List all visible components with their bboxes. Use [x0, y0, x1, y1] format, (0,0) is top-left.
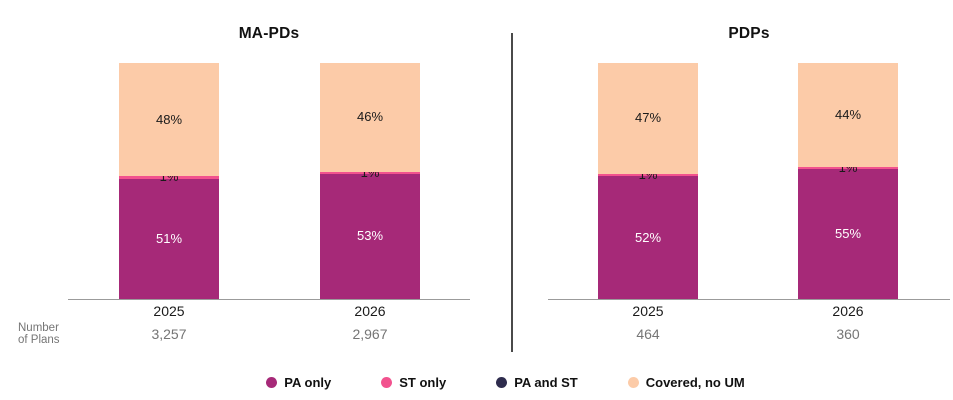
legend-label: PA only — [284, 374, 332, 390]
x-axis-line — [548, 299, 950, 300]
stacked-bar-2025: 51% 1% 48% — [119, 63, 219, 299]
year-label: 2026 — [832, 303, 864, 319]
stacked-bar-2026: 53% 1% 46% — [320, 63, 420, 299]
bar-segment-st-only — [320, 171, 420, 174]
segment-label-covered-no-um: 48% — [155, 111, 183, 127]
panel-pdps: PDPs 52% 1% 47% 2025 464 55% 1% 44% 2026 360 — [512, 0, 953, 400]
plan-count: 464 — [636, 326, 660, 342]
segment-label-covered-no-um: 46% — [356, 109, 384, 125]
legend-swatch-icon — [627, 376, 639, 388]
plan-count: 360 — [836, 326, 860, 342]
segment-label-pa-only: 53% — [356, 228, 384, 244]
plan-count: 2,967 — [352, 326, 388, 342]
year-label: 2025 — [632, 303, 664, 319]
bar-segment-pa-only — [798, 169, 898, 299]
bar-segment-covered-no-um — [320, 63, 420, 172]
legend-label: Covered, no UM — [645, 374, 745, 390]
bar-segment-st-only — [598, 173, 698, 177]
legend-item-st-only: ST only — [381, 375, 446, 390]
legend-swatch-icon — [266, 376, 278, 388]
legend: PA only ST only PA and ST Covered, no UM — [0, 371, 953, 393]
plan-count: 3,257 — [151, 326, 187, 342]
year-label: 2026 — [354, 303, 386, 319]
bar-segment-pa-only — [320, 173, 420, 299]
stacked-bar-2025: 52% 1% 47% — [598, 63, 698, 299]
year-label: 2025 — [153, 303, 185, 319]
legend-swatch-icon — [496, 376, 508, 388]
legend-item-pa-only: PA only — [266, 375, 331, 390]
panel-title: MA-PDs — [238, 25, 300, 42]
number-of-plans-line2: of Plans — [18, 333, 60, 346]
bar-segment-covered-no-um — [598, 63, 698, 174]
bar-segment-pa-only — [119, 178, 219, 299]
panel-ma-pds: MA-PDs 51% 1% 48% 2025 3,257 53% 1% 46% 2026 2,967 — [68, 25, 470, 342]
bar-segment-st-only — [798, 166, 898, 170]
bar-segment-covered-no-um — [119, 63, 219, 177]
panel-divider — [511, 33, 513, 352]
segment-label-pa-only: 55% — [834, 226, 862, 242]
number-of-plans-line1: Number — [18, 322, 59, 334]
bar-segment-covered-no-um — [798, 63, 898, 167]
segment-label-pa-only: 52% — [634, 229, 662, 245]
legend-swatch-icon — [381, 376, 393, 388]
x-axis-line — [68, 299, 470, 300]
legend-label: PA and ST — [514, 374, 578, 390]
panel-title: PDPs — [728, 25, 770, 42]
legend-item-covered-no-um: Covered, no UM — [627, 374, 745, 390]
bar-segment-pa-only — [598, 176, 698, 299]
bar-segment-st-only — [119, 176, 219, 179]
legend-item-pa-and-st: PA and ST — [496, 375, 578, 390]
number-of-plans-axis-label: Number of Plans — [18, 322, 60, 346]
stacked-bar-2026: 55% 1% 44% — [798, 63, 898, 299]
segment-label-covered-no-um: 47% — [634, 110, 662, 126]
segment-label-covered-no-um: 44% — [834, 106, 862, 122]
segment-label-pa-only: 51% — [155, 230, 183, 246]
legend-label: ST only — [399, 374, 447, 390]
